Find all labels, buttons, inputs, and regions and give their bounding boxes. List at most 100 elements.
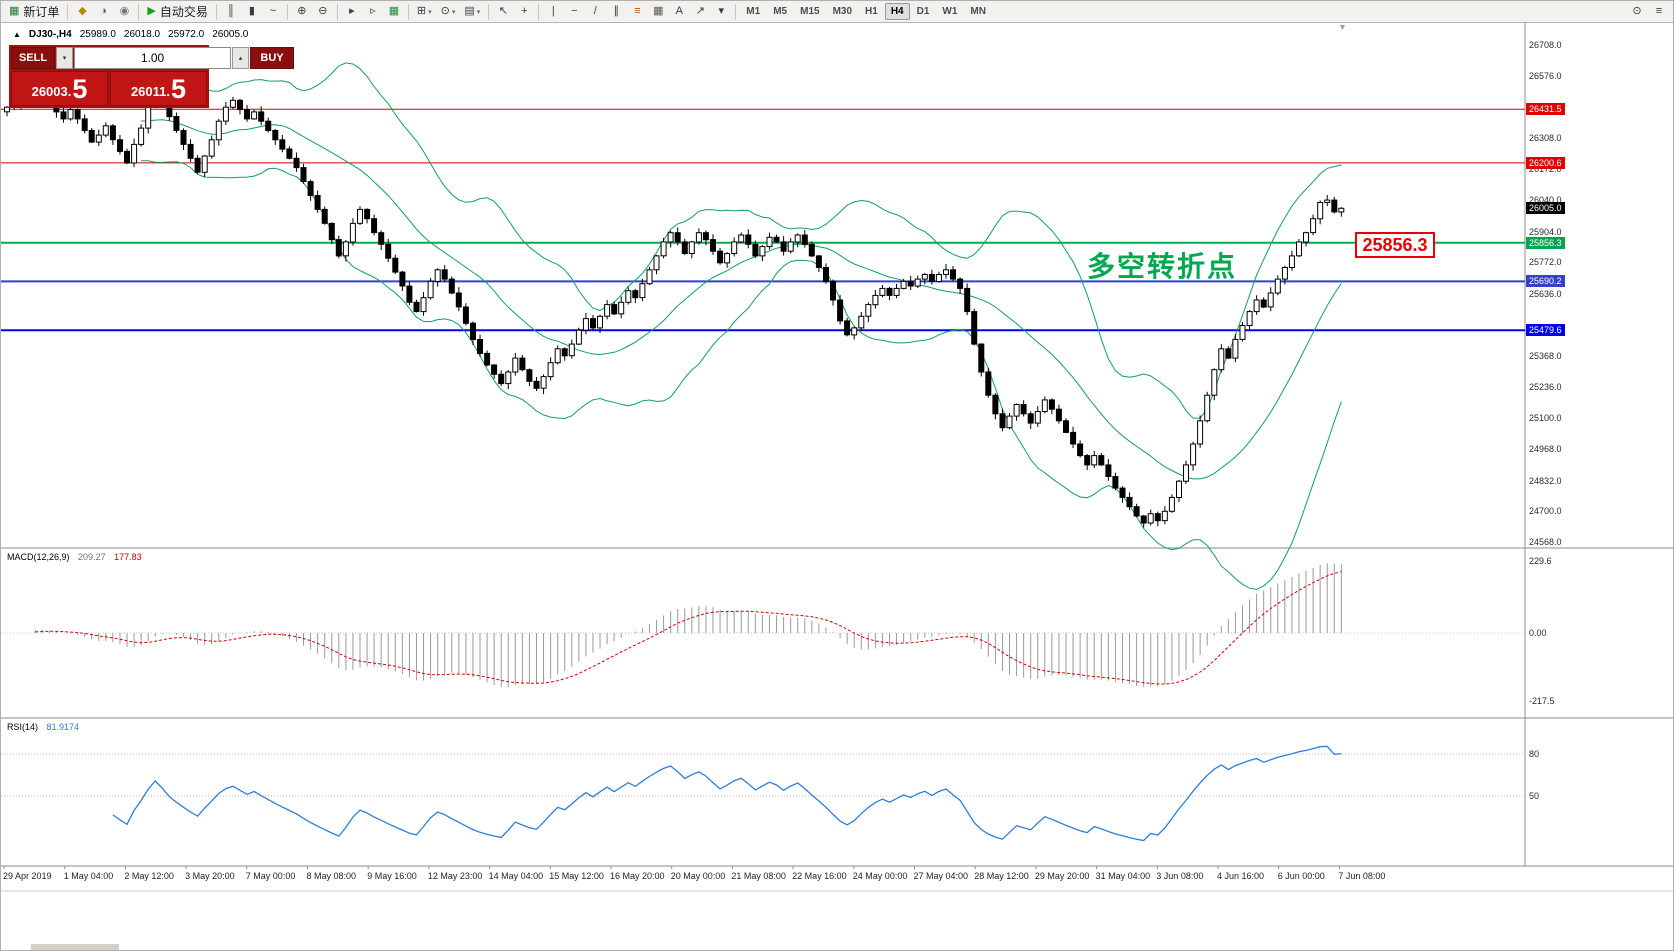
data-window-icon: ◑	[100, 5, 107, 17]
candle-body	[81, 118, 88, 132]
candle-body	[413, 301, 420, 313]
equidistant-channel-icon[interactable]: ∥	[606, 3, 626, 21]
candle-body	[639, 283, 646, 299]
new-chart-icon[interactable]: ⊞ ▾	[413, 3, 436, 21]
candle-body	[1190, 443, 1197, 466]
price-axis-tick: 26576.0	[1529, 70, 1562, 81]
trendline-icon[interactable]: /	[585, 3, 605, 21]
candle-body	[823, 267, 829, 282]
drawing-tools-dropdown[interactable]: ▾	[711, 3, 731, 21]
timeframe-m30-button[interactable]: M30	[832, 6, 853, 17]
timeframe-w1-button[interactable]: W1	[942, 6, 958, 17]
toolbar-separator	[735, 3, 737, 20]
rsi-name: RSI(14)	[7, 722, 39, 732]
candle-body	[378, 232, 385, 245]
sell-price-main: 26003.	[31, 84, 72, 99]
timeframe-h1-button[interactable]: H1	[865, 6, 878, 17]
timeframe-m5-button[interactable]: M5	[773, 6, 788, 17]
crosshair-icon[interactable]: +	[514, 3, 534, 21]
bar-chart-icon[interactable]: ║	[221, 3, 241, 21]
candle-body	[420, 297, 427, 313]
search-icon[interactable]: ⊙	[1627, 3, 1647, 21]
candle-body	[1091, 455, 1098, 466]
market-watch-icon[interactable]: ◆	[72, 3, 92, 21]
text-label-icon[interactable]: A	[669, 3, 689, 21]
candle-body	[1324, 199, 1331, 203]
new-chart-icon-dropdown[interactable]: ▾	[428, 8, 432, 16]
zoom-out-icon[interactable]: ⊖	[313, 3, 333, 21]
candle-body	[300, 167, 307, 183]
candle-body	[992, 394, 999, 415]
terminal-icon[interactable]: ◉	[114, 3, 134, 21]
rsi-axis-tick: 50	[1529, 791, 1540, 801]
new-order-button-label: 新订单	[23, 5, 60, 19]
macd-axis-tick: -217.5	[1529, 696, 1555, 707]
time-axis-label: 12 May 23:00	[427, 871, 483, 881]
bollinger-lower-band	[141, 160, 1342, 590]
arrows-icon[interactable]: ↗	[690, 3, 710, 21]
candle-body	[222, 106, 229, 122]
menu-icon[interactable]: ≡	[1649, 3, 1669, 21]
indicators-icon[interactable]: ▦	[384, 3, 404, 21]
candle-body	[505, 371, 512, 385]
time-axis-label: 31 May 04:00	[1095, 871, 1151, 881]
equidistant-channel-icon: ∥	[613, 5, 620, 17]
collapse-panel-icon[interactable]: ▲	[13, 30, 21, 39]
auto-trading-button[interactable]: ▶ 自动交易	[143, 3, 211, 21]
data-window-icon[interactable]: ◑	[93, 3, 113, 21]
cursor-icon[interactable]: ↖	[493, 3, 513, 21]
price-line-label: 26431.5	[1526, 103, 1565, 116]
chart-shift-marker[interactable]	[1340, 25, 1345, 30]
candle-body	[342, 241, 349, 257]
volume-increase-button[interactable]: ▴	[232, 47, 249, 69]
candle-body	[187, 143, 194, 159]
zoom-in-icon[interactable]: ⊕	[292, 3, 312, 21]
chart-shift-icon[interactable]: ▹	[363, 3, 383, 21]
timeframe-d1-button[interactable]: D1	[916, 6, 930, 17]
candle-body	[928, 274, 935, 282]
auto-trading-button-label: 自动交易	[159, 5, 208, 19]
fibonacci-icon[interactable]: ≡	[627, 3, 647, 21]
timeframe-m1-button[interactable]: M1	[746, 6, 761, 17]
vertical-line-icon[interactable]: |	[543, 3, 563, 21]
buy-button[interactable]: BUY	[250, 47, 294, 69]
line-chart-icon[interactable]: ~	[263, 3, 283, 21]
price-axis-tick: 25904.0	[1529, 226, 1562, 237]
templates-icon-dropdown[interactable]: ▾	[476, 8, 481, 16]
timeframe-h4-button[interactable]: H4	[884, 3, 910, 20]
volume-input[interactable]	[74, 47, 231, 69]
line-chart-icon: ~	[269, 5, 277, 17]
toolbar-separator	[215, 3, 217, 20]
shapes-icon[interactable]: ▦	[648, 3, 668, 21]
sell-price-button[interactable]: 26003. 5	[11, 71, 108, 106]
profiles-icon-dropdown[interactable]: ▾	[451, 8, 456, 16]
time-axis-label: 8 May 08:00	[306, 871, 357, 881]
candlestick-icon[interactable]: ▮	[242, 3, 262, 21]
volume-decrease-button[interactable]: ▾	[56, 47, 73, 69]
candle-body	[1281, 267, 1288, 280]
candle-body	[1077, 443, 1084, 457]
new-chart-icon: ⊞	[416, 5, 427, 17]
time-axis-label: 3 May 20:00	[185, 871, 235, 881]
profiles-icon[interactable]: ⊙ ▾	[437, 3, 460, 21]
candle-body	[484, 352, 491, 366]
candle-body	[653, 255, 660, 271]
macd-name: MACD(12,26,9)	[7, 552, 70, 562]
timeframe-mn-button[interactable]: MN	[970, 6, 986, 17]
main-toolbar: ▦ 新订单 ◆ ◑ ◉ ▶ 自动交易 ║ ▮ ~ ⊕ ⊖ ▸ ▹ ▦ ⊞ ▾ ⊙ ▾ ▤ ▾ ↖ + | − / ∥ ≡ ▦ A ↗ ▾ M1 M…	[1, 1, 1673, 23]
candle-body	[88, 130, 95, 143]
candle-body	[674, 232, 681, 243]
buy-price-button[interactable]: 26011. 5	[110, 71, 207, 106]
candle-body	[244, 109, 250, 120]
candle-body	[695, 232, 702, 243]
auto-scroll-icon[interactable]: ▸	[342, 3, 362, 21]
candle-body	[724, 253, 731, 264]
new-order-button[interactable]: ▦ 新订单	[5, 3, 63, 21]
horizontal-line-icon[interactable]: −	[564, 3, 584, 21]
templates-icon[interactable]: ▤ ▾	[460, 3, 484, 21]
sell-button[interactable]: SELL	[11, 47, 55, 69]
timeframe-m15-button[interactable]: M15	[800, 6, 820, 17]
macd-axis-tick: 229.6	[1529, 555, 1552, 566]
one-click-trading-panel: SELL ▾ ▴ BUY 26003.5 26011.5	[9, 45, 294, 108]
